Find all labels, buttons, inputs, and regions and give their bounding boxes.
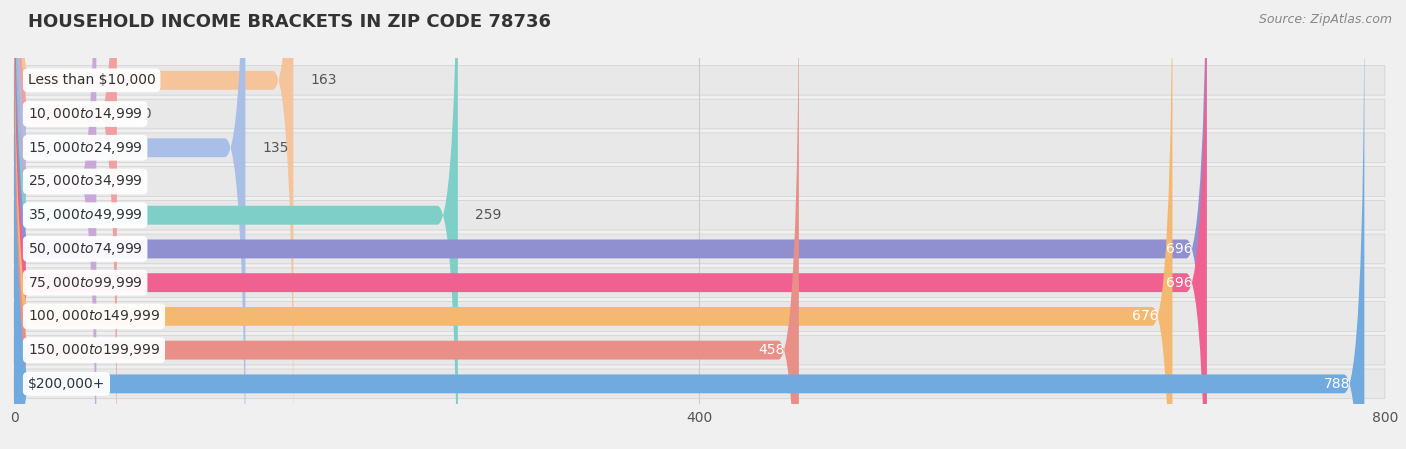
Text: Source: ZipAtlas.com: Source: ZipAtlas.com <box>1258 13 1392 26</box>
Text: 163: 163 <box>311 73 337 87</box>
Text: $15,000 to $24,999: $15,000 to $24,999 <box>28 140 142 156</box>
Text: 788: 788 <box>1324 377 1351 391</box>
FancyBboxPatch shape <box>14 0 1364 449</box>
FancyBboxPatch shape <box>14 0 117 449</box>
Text: $200,000+: $200,000+ <box>28 377 105 391</box>
Text: 48: 48 <box>114 175 131 189</box>
FancyBboxPatch shape <box>14 0 799 449</box>
Text: 60: 60 <box>134 107 152 121</box>
Text: 135: 135 <box>263 141 288 155</box>
FancyBboxPatch shape <box>14 0 1173 449</box>
Text: Less than $10,000: Less than $10,000 <box>28 73 156 87</box>
FancyBboxPatch shape <box>14 133 1385 163</box>
FancyBboxPatch shape <box>14 268 1385 298</box>
Text: 458: 458 <box>759 343 785 357</box>
FancyBboxPatch shape <box>14 0 96 449</box>
FancyBboxPatch shape <box>14 302 1385 331</box>
Text: $75,000 to $99,999: $75,000 to $99,999 <box>28 275 142 291</box>
FancyBboxPatch shape <box>14 167 1385 196</box>
Text: $150,000 to $199,999: $150,000 to $199,999 <box>28 342 160 358</box>
FancyBboxPatch shape <box>14 66 1385 95</box>
Text: $10,000 to $14,999: $10,000 to $14,999 <box>28 106 142 122</box>
Text: 676: 676 <box>1132 309 1159 323</box>
FancyBboxPatch shape <box>14 0 294 449</box>
FancyBboxPatch shape <box>14 200 1385 230</box>
FancyBboxPatch shape <box>14 0 1206 449</box>
FancyBboxPatch shape <box>14 0 458 449</box>
Text: $100,000 to $149,999: $100,000 to $149,999 <box>28 308 160 325</box>
Text: 696: 696 <box>1167 242 1192 256</box>
Text: $25,000 to $34,999: $25,000 to $34,999 <box>28 173 142 189</box>
Text: $35,000 to $49,999: $35,000 to $49,999 <box>28 207 142 223</box>
FancyBboxPatch shape <box>14 369 1385 399</box>
FancyBboxPatch shape <box>14 234 1385 264</box>
Text: HOUSEHOLD INCOME BRACKETS IN ZIP CODE 78736: HOUSEHOLD INCOME BRACKETS IN ZIP CODE 78… <box>28 13 551 31</box>
FancyBboxPatch shape <box>14 0 246 449</box>
Text: 259: 259 <box>475 208 502 222</box>
FancyBboxPatch shape <box>14 99 1385 129</box>
Text: $50,000 to $74,999: $50,000 to $74,999 <box>28 241 142 257</box>
Text: 696: 696 <box>1167 276 1192 290</box>
FancyBboxPatch shape <box>14 0 1206 449</box>
FancyBboxPatch shape <box>14 335 1385 365</box>
